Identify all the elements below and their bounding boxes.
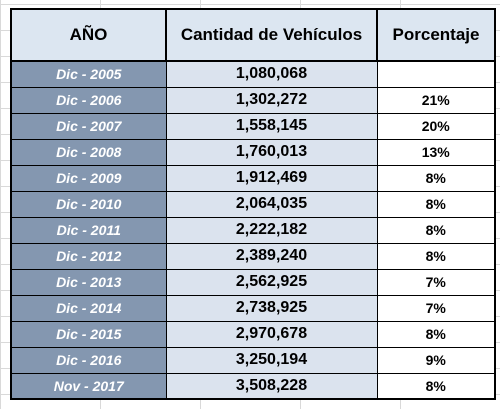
year-cell[interactable]: Dic - 2011 — [10, 216, 167, 244]
gridline — [0, 4, 500, 5]
quantity-cell[interactable]: 1,302,272 — [165, 86, 378, 114]
table-row: Dic - 2011 2,222,182 8% — [10, 216, 496, 244]
percentage-cell[interactable]: 21% — [376, 86, 496, 114]
quantity-cell[interactable]: 1,558,145 — [165, 112, 378, 140]
quantity-cell[interactable]: 2,389,240 — [165, 242, 378, 270]
year-cell[interactable]: Dic - 2012 — [10, 242, 167, 270]
quantity-cell[interactable]: 3,508,228 — [165, 372, 378, 400]
percentage-cell[interactable]: 8% — [376, 164, 496, 192]
year-cell[interactable]: Nov - 2017 — [10, 372, 167, 400]
year-cell[interactable]: Dic - 2009 — [10, 164, 167, 192]
year-cell[interactable]: Dic - 2006 — [10, 86, 167, 114]
percentage-cell[interactable]: 7% — [376, 294, 496, 322]
quantity-cell[interactable]: 1,912,469 — [165, 164, 378, 192]
percentage-cell[interactable]: 8% — [376, 320, 496, 348]
quantity-cell[interactable]: 2,562,925 — [165, 268, 378, 296]
percentage-cell[interactable]: 7% — [376, 268, 496, 296]
quantity-cell[interactable]: 3,250,194 — [165, 346, 378, 374]
year-cell[interactable]: Dic - 2016 — [10, 346, 167, 374]
year-cell[interactable]: Dic - 2007 — [10, 112, 167, 140]
year-cell[interactable]: Dic - 2008 — [10, 138, 167, 166]
quantity-cell[interactable]: 2,970,678 — [165, 320, 378, 348]
year-cell[interactable]: Dic - 2005 — [10, 60, 167, 88]
table-row: Dic - 2009 1,912,469 8% — [10, 164, 496, 192]
percentage-cell[interactable]: 8% — [376, 372, 496, 400]
vehicle-count-table: AÑO Cantidad de Vehículos Porcentaje Dic… — [10, 8, 496, 400]
year-cell[interactable]: Dic - 2013 — [10, 268, 167, 296]
year-cell[interactable]: Dic - 2015 — [10, 320, 167, 348]
table-row: Dic - 2014 2,738,925 7% — [10, 294, 496, 322]
quantity-cell[interactable]: 2,064,035 — [165, 190, 378, 218]
table-row: Dic - 2006 1,302,272 21% — [10, 86, 496, 114]
header-percentage[interactable]: Porcentaje — [376, 8, 496, 62]
header-row: AÑO Cantidad de Vehículos Porcentaje — [10, 8, 496, 62]
percentage-cell[interactable]: 8% — [376, 242, 496, 270]
table-row: Dic - 2016 3,250,194 9% — [10, 346, 496, 374]
quantity-cell[interactable]: 1,080,068 — [165, 60, 378, 88]
header-quantity[interactable]: Cantidad de Vehículos — [165, 8, 378, 62]
table-row: Dic - 2007 1,558,145 20% — [10, 112, 496, 140]
quantity-cell[interactable]: 2,738,925 — [165, 294, 378, 322]
quantity-cell[interactable]: 1,760,013 — [165, 138, 378, 166]
percentage-cell[interactable]: 20% — [376, 112, 496, 140]
table-row: Dic - 2010 2,064,035 8% — [10, 190, 496, 218]
table-row: Dic - 2008 1,760,013 13% — [10, 138, 496, 166]
percentage-cell[interactable]: 9% — [376, 346, 496, 374]
table-row: Dic - 2005 1,080,068 — [10, 60, 496, 88]
percentage-cell[interactable]: 13% — [376, 138, 496, 166]
percentage-cell[interactable]: 8% — [376, 216, 496, 244]
header-year[interactable]: AÑO — [10, 8, 167, 62]
percentage-cell[interactable] — [376, 60, 496, 88]
year-cell[interactable]: Dic - 2014 — [10, 294, 167, 322]
percentage-cell[interactable]: 8% — [376, 190, 496, 218]
table-row: Nov - 2017 3,508,228 8% — [10, 372, 496, 400]
quantity-cell[interactable]: 2,222,182 — [165, 216, 378, 244]
year-cell[interactable]: Dic - 2010 — [10, 190, 167, 218]
table-row: Dic - 2015 2,970,678 8% — [10, 320, 496, 348]
table-row: Dic - 2013 2,562,925 7% — [10, 268, 496, 296]
table-row: Dic - 2012 2,389,240 8% — [10, 242, 496, 270]
